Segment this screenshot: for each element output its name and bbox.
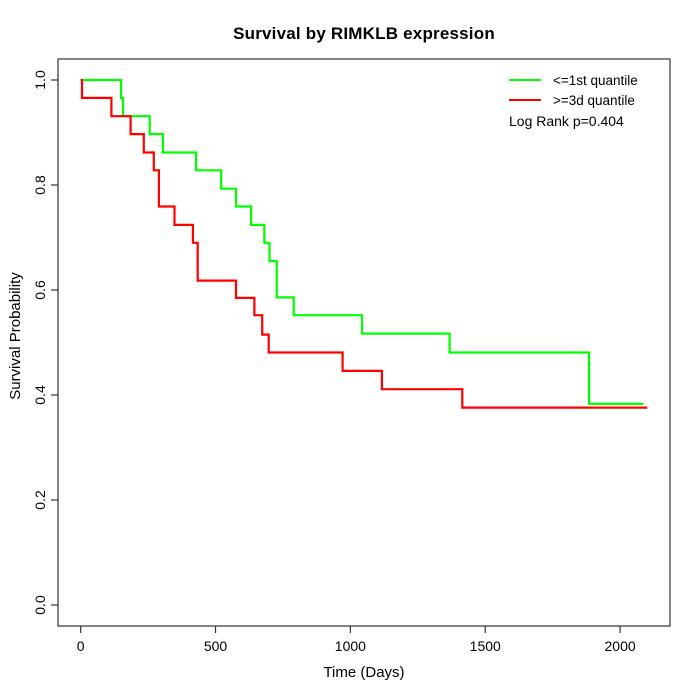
y-tick-label: 0.4 xyxy=(32,385,48,405)
x-tick-label: 1000 xyxy=(334,638,366,654)
y-tick-label: 0.2 xyxy=(32,490,48,510)
legend-label-third-quantile: >=3d quantile xyxy=(553,92,635,108)
x-tick-label: 2000 xyxy=(604,638,636,654)
x-axis-label: Time (Days) xyxy=(323,664,405,681)
red-line-swatch-icon xyxy=(509,99,541,101)
x-tick-label: 500 xyxy=(203,638,228,654)
legend-label-first-quantile: <=1st quantile xyxy=(553,72,638,88)
y-tick-label: 0.8 xyxy=(32,175,48,195)
x-tick-label: 1500 xyxy=(469,638,501,654)
y-tick-label: 0.0 xyxy=(32,595,48,615)
legend-item-third-quantile: >=3d quantile xyxy=(509,90,638,110)
legend: <=1st quantile >=3d quantile xyxy=(509,70,638,110)
green-line-swatch-icon xyxy=(509,79,541,81)
legend-item-first-quantile: <=1st quantile xyxy=(509,70,638,90)
y-axis-label: Survival Probability xyxy=(7,272,24,400)
x-tick-label: 0 xyxy=(76,638,85,654)
y-tick-label: 1.0 xyxy=(32,70,48,90)
y-tick-label: 0.6 xyxy=(32,280,48,300)
chart-title: Survival by RIMKLB expression xyxy=(233,24,495,43)
logrank-annotation: Log Rank p=0.404 xyxy=(509,113,624,129)
